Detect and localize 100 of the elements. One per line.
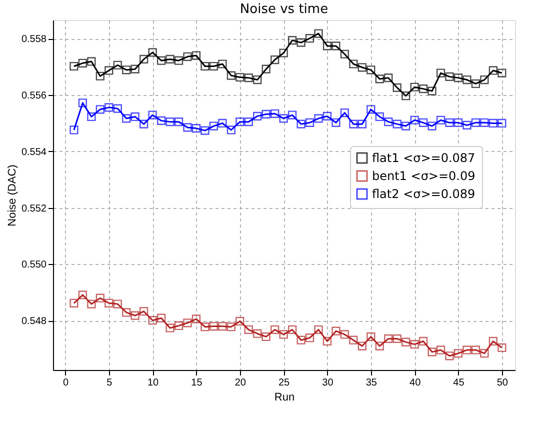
y-tick-label: 0.548 bbox=[21, 316, 47, 328]
point bbox=[104, 103, 114, 112]
point bbox=[498, 343, 506, 352]
point bbox=[402, 338, 410, 346]
point bbox=[471, 118, 480, 127]
chart-title: Noise vs time bbox=[240, 2, 328, 17]
point bbox=[236, 72, 244, 82]
point bbox=[279, 330, 288, 339]
point bbox=[305, 334, 314, 342]
point bbox=[104, 66, 114, 75]
point bbox=[253, 112, 262, 120]
x-tick-label: 30 bbox=[322, 378, 334, 388]
point bbox=[183, 52, 192, 61]
point bbox=[410, 82, 419, 92]
point bbox=[480, 118, 489, 127]
legend-label: bent1 <σ>=0.09 bbox=[372, 169, 476, 183]
point bbox=[480, 75, 489, 84]
point bbox=[166, 118, 174, 126]
x-tick-label: 20 bbox=[234, 378, 246, 388]
x-tick-label: 25 bbox=[278, 378, 290, 388]
point bbox=[279, 114, 288, 123]
point bbox=[488, 118, 498, 128]
point bbox=[296, 38, 306, 47]
point bbox=[296, 336, 306, 344]
point bbox=[340, 50, 350, 58]
x-axis-title: Run bbox=[274, 392, 295, 404]
point bbox=[148, 110, 157, 120]
point bbox=[218, 60, 227, 68]
point bbox=[192, 51, 201, 60]
point bbox=[375, 342, 384, 350]
point bbox=[270, 109, 280, 118]
point bbox=[130, 311, 140, 320]
point bbox=[288, 110, 297, 120]
point bbox=[384, 334, 393, 344]
point bbox=[384, 118, 393, 126]
point bbox=[366, 332, 376, 342]
point bbox=[166, 54, 174, 64]
point bbox=[349, 120, 358, 128]
point bbox=[462, 120, 472, 130]
point bbox=[174, 118, 184, 126]
point bbox=[156, 56, 166, 65]
point bbox=[78, 58, 87, 68]
x-tick-label: 0 bbox=[62, 378, 69, 388]
point bbox=[87, 112, 96, 122]
point bbox=[236, 118, 244, 126]
point bbox=[366, 66, 376, 74]
point bbox=[462, 75, 472, 84]
point bbox=[445, 118, 454, 127]
point bbox=[253, 75, 262, 84]
point bbox=[244, 325, 253, 334]
point bbox=[498, 68, 506, 78]
point bbox=[78, 98, 87, 108]
point bbox=[332, 326, 340, 336]
point bbox=[358, 63, 366, 72]
point bbox=[375, 74, 384, 84]
point bbox=[156, 116, 166, 125]
point bbox=[113, 60, 122, 70]
point bbox=[70, 298, 78, 308]
point bbox=[174, 321, 184, 330]
y-tick-label: 0.552 bbox=[21, 203, 47, 214]
point bbox=[244, 74, 253, 82]
point bbox=[70, 62, 78, 71]
point bbox=[314, 29, 323, 38]
x-tick-label: 10 bbox=[148, 378, 160, 388]
point bbox=[218, 118, 227, 128]
x-tick-label: 5 bbox=[106, 378, 113, 388]
point bbox=[200, 322, 210, 332]
point bbox=[488, 66, 498, 75]
point bbox=[332, 118, 340, 127]
point bbox=[392, 120, 402, 128]
point bbox=[340, 330, 350, 339]
point bbox=[392, 83, 402, 92]
point bbox=[288, 36, 297, 45]
x-tick-label: 45 bbox=[453, 378, 465, 388]
y-tick-label: 0.550 bbox=[21, 260, 47, 271]
point bbox=[471, 79, 480, 88]
point bbox=[156, 314, 166, 322]
point bbox=[296, 120, 306, 128]
point bbox=[436, 116, 446, 124]
point bbox=[366, 105, 376, 114]
point bbox=[454, 349, 463, 358]
point bbox=[288, 325, 297, 334]
point bbox=[130, 64, 140, 74]
point bbox=[96, 105, 104, 114]
point bbox=[130, 112, 140, 122]
point bbox=[488, 336, 498, 346]
point bbox=[113, 104, 122, 113]
legend-label: flat2 <σ>=0.089 bbox=[372, 187, 476, 201]
x-tick-label: 15 bbox=[191, 378, 203, 388]
y-tick-label: 0.558 bbox=[21, 34, 47, 46]
point bbox=[340, 108, 350, 118]
point bbox=[428, 86, 436, 96]
point bbox=[349, 336, 358, 344]
point bbox=[462, 346, 472, 354]
point bbox=[375, 112, 384, 122]
point bbox=[498, 118, 506, 128]
y-axis-title: Noise (DAC) bbox=[6, 164, 18, 226]
point bbox=[445, 72, 454, 81]
point bbox=[140, 120, 148, 128]
point bbox=[104, 298, 114, 308]
